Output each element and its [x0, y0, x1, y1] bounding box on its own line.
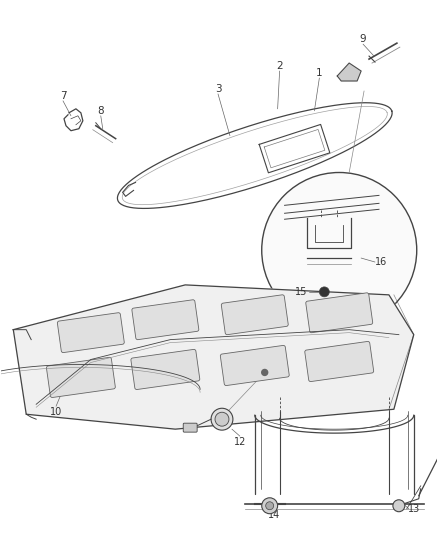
- Text: 16: 16: [375, 257, 387, 267]
- FancyBboxPatch shape: [305, 342, 374, 382]
- Circle shape: [215, 412, 229, 426]
- Text: 14: 14: [268, 510, 280, 520]
- FancyBboxPatch shape: [306, 293, 373, 333]
- Text: 9: 9: [360, 34, 367, 44]
- Circle shape: [393, 500, 405, 512]
- Circle shape: [262, 173, 417, 328]
- FancyBboxPatch shape: [131, 349, 200, 390]
- Text: 3: 3: [215, 84, 221, 94]
- Text: 10: 10: [50, 407, 62, 417]
- FancyBboxPatch shape: [57, 313, 124, 353]
- Polygon shape: [337, 63, 361, 81]
- FancyBboxPatch shape: [220, 345, 289, 385]
- Text: 15: 15: [295, 287, 307, 297]
- Text: 7: 7: [60, 91, 66, 101]
- Polygon shape: [13, 285, 414, 429]
- Circle shape: [319, 287, 329, 297]
- Text: 13: 13: [408, 504, 420, 514]
- Circle shape: [211, 408, 233, 430]
- Circle shape: [266, 502, 274, 510]
- Text: 2: 2: [276, 61, 283, 71]
- FancyBboxPatch shape: [221, 295, 288, 335]
- Circle shape: [262, 498, 278, 514]
- Text: 12: 12: [234, 437, 246, 447]
- FancyBboxPatch shape: [46, 357, 115, 398]
- Circle shape: [262, 369, 268, 375]
- Text: 1: 1: [316, 68, 323, 78]
- FancyBboxPatch shape: [132, 300, 199, 340]
- Text: 8: 8: [97, 106, 104, 116]
- FancyBboxPatch shape: [183, 423, 197, 432]
